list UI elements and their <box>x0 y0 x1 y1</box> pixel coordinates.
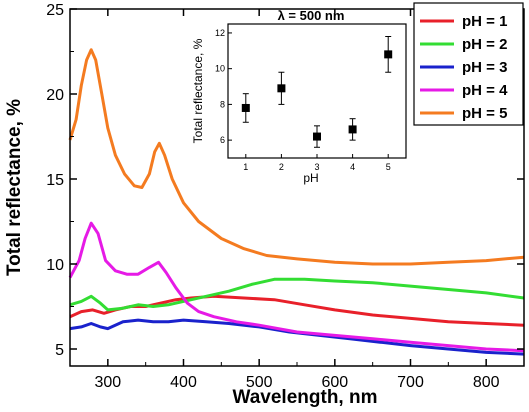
inset-x-tick-label: 2 <box>279 162 284 172</box>
series-line-ph-4 <box>68 221 525 353</box>
series-line-ph-5 <box>68 48 525 266</box>
legend-label-ph-1: pH = 1 <box>462 13 507 30</box>
inset-x-axis-title: pH <box>303 171 318 185</box>
inset-data-point <box>348 125 357 134</box>
x-axis-title: Wavelength, nm <box>233 387 378 408</box>
legend-label-ph-2: pH = 2 <box>462 36 507 53</box>
legend-label-ph-4: pH = 4 <box>462 82 508 99</box>
inset-y-tick-label: 12 <box>215 28 225 38</box>
inset-y-tick-label: 8 <box>220 99 225 109</box>
inset-x-tick-label: 4 <box>350 162 355 172</box>
y-tick-label: 15 <box>46 172 64 189</box>
inset-data-point <box>313 132 321 141</box>
legend-box <box>413 2 524 126</box>
inset-data-point <box>384 50 393 59</box>
inset-title: λ = 500 nm <box>278 8 345 23</box>
x-tick-label: 500 <box>246 374 273 391</box>
inset-y-axis-title: Total reflectance, % <box>191 38 205 143</box>
inset-y-tick-label: 10 <box>215 64 225 74</box>
x-tick-label: 800 <box>473 374 500 391</box>
inset-y-tick-label: 6 <box>220 135 225 145</box>
y-axis-title: Total reflectance, % <box>4 99 25 276</box>
x-tick-label: 400 <box>170 374 197 391</box>
y-tick-label: 5 <box>55 342 64 359</box>
inset-x-tick-label: 3 <box>314 162 319 172</box>
inset-x-tick-label: 5 <box>386 162 391 172</box>
inset-data-point <box>277 84 286 93</box>
y-tick-label: 20 <box>46 87 64 104</box>
x-tick-label: 300 <box>94 374 121 391</box>
x-tick-label: 600 <box>321 374 348 391</box>
series-line-ph-3 <box>69 318 525 356</box>
inset-x-tick-label: 1 <box>243 162 248 172</box>
inset-data-point <box>241 103 250 112</box>
legend-label-ph-3: pH = 3 <box>462 59 507 76</box>
y-tick-label: 25 <box>46 2 64 19</box>
y-tick-label: 10 <box>46 257 64 274</box>
legend-label-ph-5: pH = 5 <box>462 105 507 122</box>
series-line-ph-2 <box>69 277 525 312</box>
x-tick-label: 700 <box>397 374 424 391</box>
